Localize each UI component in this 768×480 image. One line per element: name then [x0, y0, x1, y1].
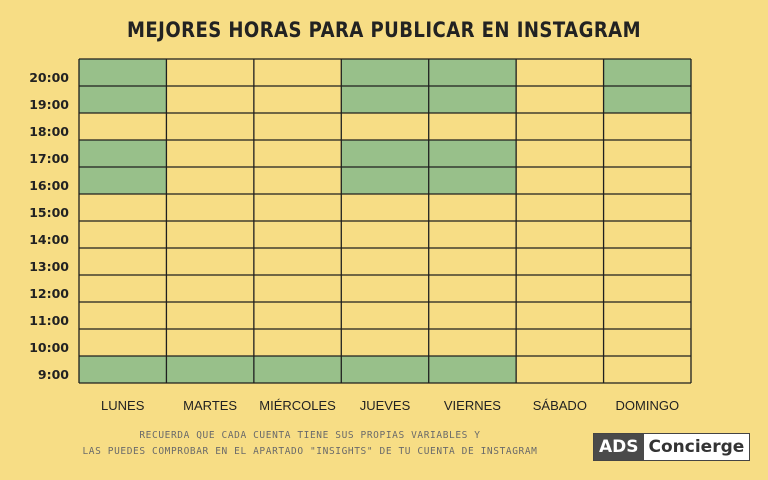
highlight-cell-viernes-20-00 [428, 59, 517, 86]
highlight-cell-lunes-19-00 [79, 86, 167, 113]
x-tick-label: VIERNES [444, 398, 501, 413]
highlight-cell-viernes-16-00 [428, 167, 517, 194]
y-tick-label: 14:00 [29, 232, 69, 247]
footnote-line-1: RECUERDA QUE CADA CUENTA TIENE SUS PROPI… [139, 430, 481, 441]
y-tick-label: 20:00 [29, 70, 69, 85]
highlight-cell-martes-9-00 [166, 356, 254, 383]
y-tick-label: 17:00 [29, 151, 69, 166]
highlight-cell-lunes-17-00 [79, 140, 167, 167]
chart-title: MEJORES HORAS PARA PUBLICAR EN INSTAGRAM [127, 18, 641, 42]
footnote-line-2: LAS PUEDES COMPROBAR EN EL APARTADO "INS… [82, 446, 538, 457]
x-tick-label: MARTES [183, 398, 237, 413]
y-tick-label: 11:00 [29, 313, 69, 328]
highlight-cell-viernes-17-00 [428, 140, 517, 167]
y-tick-label: 9:00 [38, 367, 69, 382]
highlight-cell-viernes-19-00 [428, 86, 517, 113]
highlight-cell-jueves-17-00 [341, 140, 429, 167]
highlight-cell-jueves-20-00 [341, 59, 429, 86]
y-tick-label: 15:00 [29, 205, 69, 220]
highlight-cell-lunes-16-00 [79, 167, 167, 194]
ads-concierge-logo: ADS Concierge [593, 433, 751, 461]
y-tick-label: 18:00 [29, 124, 69, 139]
highlight-cell-jueves-19-00 [341, 86, 429, 113]
highlight-cell-miercoles-9-00 [253, 356, 342, 383]
x-tick-label: DOMINGO [616, 398, 680, 413]
y-tick-label: 13:00 [29, 259, 69, 274]
x-tick-label: SÁBADO [533, 398, 587, 413]
y-tick-label: 10:00 [29, 340, 69, 355]
x-tick-label: MIÉRCOLES [259, 398, 336, 413]
highlight-cell-lunes-20-00 [79, 59, 167, 86]
x-tick-label: LUNES [101, 398, 145, 413]
highlight-cell-viernes-9-00 [428, 356, 517, 383]
logo-concierge-text: Concierge [648, 437, 745, 457]
y-tick-label: 19:00 [29, 97, 69, 112]
y-tick-label: 16:00 [29, 178, 69, 193]
highlight-cell-lunes-9-00 [79, 356, 167, 383]
y-tick-label: 12:00 [29, 286, 69, 301]
x-tick-label: JUEVES [360, 398, 411, 413]
highlight-cell-domingo-20-00 [603, 59, 691, 86]
highlight-cell-jueves-16-00 [341, 167, 429, 194]
logo-ads-text: ADS [594, 434, 644, 460]
highlight-cell-domingo-19-00 [603, 86, 691, 113]
highlight-cell-jueves-9-00 [341, 356, 429, 383]
